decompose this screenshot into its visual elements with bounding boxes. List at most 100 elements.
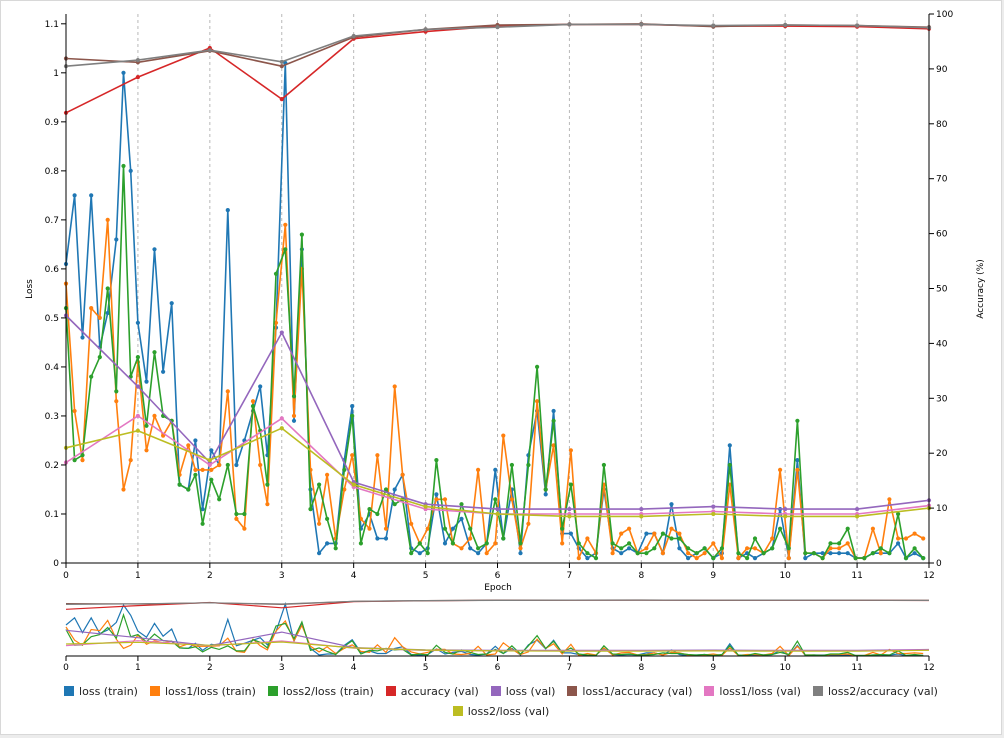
series-point-loss-train[interactable] bbox=[752, 556, 758, 561]
series-point-loss1-loss-train[interactable] bbox=[903, 536, 909, 541]
series-point-loss2-loss-train[interactable] bbox=[234, 511, 239, 517]
series-point-loss1-loss-train[interactable] bbox=[535, 399, 540, 404]
series-point-loss2-loss-train[interactable] bbox=[299, 232, 304, 237]
series-point-loss1-loss-train[interactable] bbox=[325, 472, 330, 477]
series-point-loss1-loss-train[interactable] bbox=[425, 526, 430, 531]
series-point-loss1-loss-train[interactable] bbox=[526, 521, 531, 526]
series-point-loss2-loss-train[interactable] bbox=[425, 551, 430, 556]
series-point-loss2-loss-train[interactable] bbox=[568, 482, 574, 487]
series-point-loss2-loss-train[interactable] bbox=[177, 482, 182, 487]
series-point-loss2-loss-train[interactable] bbox=[702, 546, 707, 551]
series-point-loss1-loss-train[interactable] bbox=[392, 384, 397, 389]
series-point-loss1-loss-train[interactable] bbox=[551, 443, 556, 448]
series-point-loss2-loss-train[interactable] bbox=[837, 541, 842, 546]
series-point-loss1-loss-train[interactable] bbox=[619, 531, 624, 536]
series-point-loss2-loss-train[interactable] bbox=[342, 467, 347, 472]
series-point-loss1-loss-val[interactable] bbox=[207, 462, 212, 468]
series-point-loss1-loss-train[interactable] bbox=[887, 497, 892, 502]
series-point-loss2-loss-train[interactable] bbox=[870, 551, 876, 556]
series-point-loss1-loss-train[interactable] bbox=[845, 541, 850, 546]
series-point-loss2-loss-train[interactable] bbox=[912, 546, 917, 551]
legend-item[interactable]: loss2/accuracy (val) bbox=[812, 682, 938, 702]
series-point-loss2-loss-train[interactable] bbox=[358, 541, 363, 546]
series-point-loss2-accuracy-val[interactable] bbox=[351, 33, 356, 39]
series-point-loss-train[interactable] bbox=[383, 536, 389, 541]
series-point-loss2-loss-train[interactable] bbox=[434, 458, 439, 463]
series-point-loss-train[interactable] bbox=[686, 556, 691, 561]
series-point-loss2-loss-train[interactable] bbox=[845, 526, 850, 531]
series-point-loss2-loss-train[interactable] bbox=[409, 551, 414, 556]
series-point-loss-train[interactable] bbox=[350, 404, 355, 409]
series-point-loss-train[interactable] bbox=[820, 551, 825, 556]
series-point-loss-train[interactable] bbox=[161, 369, 166, 374]
series-point-loss-val[interactable] bbox=[711, 504, 716, 509]
series-point-loss2-loss-train[interactable] bbox=[242, 511, 247, 517]
series-point-loss-train[interactable] bbox=[912, 551, 917, 556]
series-point-loss2-accuracy-val[interactable] bbox=[207, 48, 212, 53]
series-point-loss-train[interactable] bbox=[727, 443, 732, 448]
series-point-loss2-loss-train[interactable] bbox=[862, 556, 867, 561]
series-point-loss-train[interactable] bbox=[837, 551, 842, 556]
series-point-loss-train[interactable] bbox=[193, 438, 198, 443]
series-point-loss2-loss-train[interactable] bbox=[417, 541, 422, 546]
series-point-loss1-loss-train[interactable] bbox=[711, 541, 716, 546]
series-point-loss1-loss-train[interactable] bbox=[568, 448, 574, 453]
series-point-loss-train[interactable] bbox=[234, 462, 239, 468]
series-point-loss2-loss-train[interactable] bbox=[383, 487, 389, 492]
series-point-loss2-loss-train[interactable] bbox=[560, 526, 565, 531]
series-point-loss-train[interactable] bbox=[896, 541, 901, 546]
series-point-loss1-loss-train[interactable] bbox=[702, 551, 707, 556]
series-point-loss2-loss-val[interactable] bbox=[855, 514, 860, 519]
series-point-loss2-loss-train[interactable] bbox=[778, 526, 783, 531]
series-point-loss2-loss-train[interactable] bbox=[551, 418, 556, 423]
series-point-loss1-loss-train[interactable] bbox=[778, 467, 783, 472]
series-point-loss1-loss-train[interactable] bbox=[97, 315, 102, 320]
series-point-loss1-loss-train[interactable] bbox=[291, 413, 297, 418]
series-point-loss-train[interactable] bbox=[152, 247, 157, 252]
series-point-loss1-loss-train[interactable] bbox=[459, 546, 464, 551]
series-point-loss2-loss-train[interactable] bbox=[585, 551, 590, 556]
series-point-loss1-loss-train[interactable] bbox=[80, 458, 85, 463]
series-point-loss2-loss-val[interactable] bbox=[423, 504, 428, 509]
series-point-loss2-loss-train[interactable] bbox=[526, 462, 531, 468]
series-point-loss2-loss-train[interactable] bbox=[493, 497, 498, 502]
series-point-loss1-loss-train[interactable] bbox=[686, 551, 691, 556]
series-point-loss-train[interactable] bbox=[568, 531, 574, 536]
series-point-loss-train[interactable] bbox=[585, 556, 590, 561]
series-point-loss-train[interactable] bbox=[845, 551, 850, 556]
series-point-loss2-loss-train[interactable] bbox=[543, 487, 548, 492]
series-point-loss1-loss-val[interactable] bbox=[279, 416, 284, 421]
series-point-loss-train[interactable] bbox=[795, 458, 800, 463]
series-point-loss1-loss-train[interactable] bbox=[745, 546, 750, 551]
series-point-loss2-loss-train[interactable] bbox=[820, 556, 825, 561]
series-point-loss2-accuracy-val[interactable] bbox=[423, 27, 428, 32]
series-point-loss2-loss-train[interactable] bbox=[317, 482, 322, 487]
series-point-loss2-loss-train[interactable] bbox=[652, 546, 657, 551]
series-point-loss2-loss-train[interactable] bbox=[114, 389, 119, 394]
series-point-loss-train[interactable] bbox=[105, 310, 110, 316]
series-point-loss-train[interactable] bbox=[450, 526, 455, 531]
series-point-loss2-loss-train[interactable] bbox=[392, 502, 397, 507]
series-point-loss1-loss-train[interactable] bbox=[896, 536, 901, 541]
series-point-loss2-loss-train[interactable] bbox=[476, 546, 481, 551]
legend-item[interactable]: loss1/accuracy (val) bbox=[567, 682, 692, 702]
series-point-loss-val[interactable] bbox=[135, 384, 140, 389]
series-point-loss2-loss-train[interactable] bbox=[745, 556, 750, 561]
series-point-loss2-loss-train[interactable] bbox=[601, 462, 607, 468]
legend-item[interactable]: loss (val) bbox=[490, 682, 555, 702]
series-point-loss-train[interactable] bbox=[417, 551, 422, 556]
series-point-loss-train[interactable] bbox=[677, 546, 682, 551]
series-point-loss1-loss-train[interactable] bbox=[89, 306, 94, 311]
series-point-loss-train[interactable] bbox=[209, 448, 214, 453]
series-point-loss2-loss-train[interactable] bbox=[644, 551, 649, 556]
series-point-loss1-loss-train[interactable] bbox=[375, 453, 380, 458]
series-point-loss-train[interactable] bbox=[619, 551, 624, 556]
series-point-loss-train[interactable] bbox=[518, 551, 523, 556]
series-point-loss-train[interactable] bbox=[375, 536, 380, 541]
series-point-loss-train[interactable] bbox=[325, 541, 330, 546]
series-point-loss-train[interactable] bbox=[459, 516, 464, 522]
series-point-loss1-loss-train[interactable] bbox=[409, 521, 414, 526]
series-point-loss2-loss-train[interactable] bbox=[635, 551, 640, 556]
series-point-loss2-loss-train[interactable] bbox=[535, 364, 540, 369]
series-point-loss-train[interactable] bbox=[669, 502, 674, 507]
